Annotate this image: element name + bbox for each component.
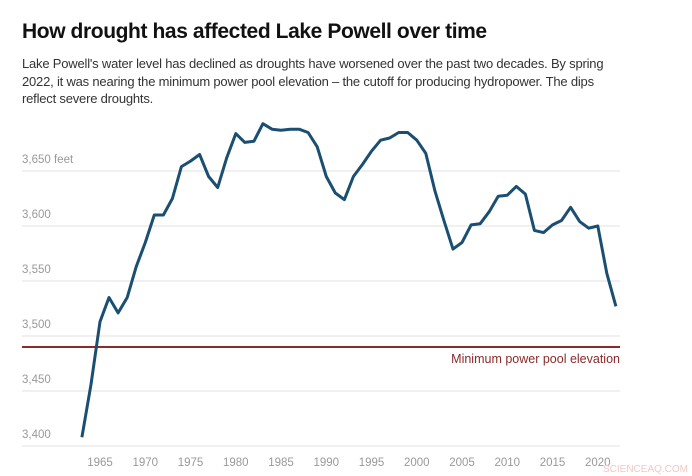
minimum-power-pool-label: Minimum power pool elevation [451,352,620,366]
x-tick-label: 2010 [494,457,520,469]
gridlines [22,170,620,447]
x-tick-label: 1980 [223,457,249,469]
chart-title: How drought has affected Lake Powell ove… [22,20,487,43]
x-tick-label: 1990 [313,457,339,469]
x-tick-label: 1985 [268,457,294,469]
x-tick-label: 2015 [540,457,566,469]
x-tick-label: 1970 [132,457,158,469]
watermark: SCIENCEAQ.COM [603,464,688,475]
x-tick-label: 1975 [178,457,204,469]
x-tick-label: 2005 [449,457,475,469]
x-tick-label: 2000 [404,457,430,469]
y-tick-label: 3,450 [22,374,51,386]
y-tick-label: 3,600 [22,209,51,221]
x-tick-label: 2020 [585,457,611,469]
y-tick-label: 3,550 [22,264,51,276]
y-tick-label: 3,400 [22,429,51,441]
chart-subtitle: Lake Powell's water level has declined a… [22,56,604,106]
y-axis-ticks: 3,400 3,450 3,500 3,550 3,600 3,650 feet [22,154,74,441]
x-tick-label: 1965 [87,457,113,469]
y-tick-label: 3,500 [22,319,51,331]
water-level-line [80,122,618,438]
y-tick-label: 3,650 feet [22,154,74,166]
x-tick-label: 1995 [359,457,385,469]
x-axis-ticks: 1965 1970 1975 1980 1985 1990 1995 2000 2005 2010… [87,457,610,469]
